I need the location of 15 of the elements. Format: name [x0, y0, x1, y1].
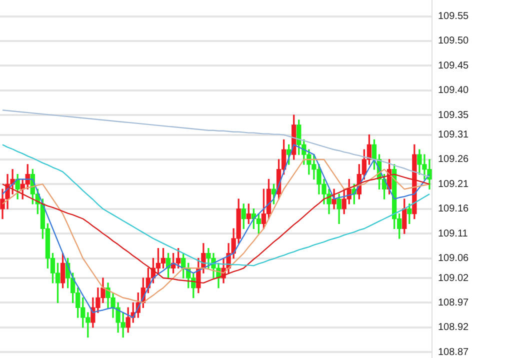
y-tick-label: 108.87 — [438, 346, 470, 358]
y-tick-label: 109.35 — [438, 110, 470, 121]
y-tick-label: 109.50 — [438, 36, 470, 47]
y-tick-label: 109.21 — [438, 178, 470, 190]
y-tick-label: 109.16 — [438, 204, 470, 215]
y-tick-label: 109.06 — [438, 253, 470, 264]
y-tick-label: 109.31 — [438, 130, 470, 141]
y-tick-label: 109.45 — [438, 60, 470, 72]
y-tick-label: 109.55 — [438, 11, 470, 22]
y-tick-label: 108.97 — [438, 297, 470, 308]
y-tick-label: 108.92 — [438, 322, 470, 334]
y-tick-label: 109.40 — [438, 85, 470, 96]
y-tick-label: 109.26 — [438, 154, 470, 166]
y-tick-label: 109.11 — [438, 228, 468, 240]
y-tick-label: 109.02 — [438, 272, 470, 284]
